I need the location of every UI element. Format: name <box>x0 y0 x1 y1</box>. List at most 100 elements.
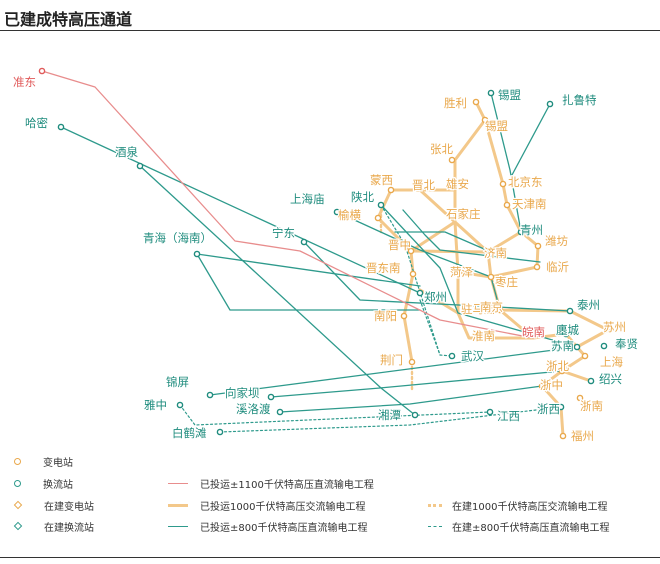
station-14-label: 雄安 <box>446 177 469 191</box>
station-40-label: 武汉 <box>461 349 484 363</box>
transmission-lines <box>41 70 610 438</box>
ac-1000-line-17 <box>418 288 460 315</box>
station-28-label: 驻马店 <box>461 302 496 316</box>
station-9-node <box>481 116 489 124</box>
legend-line-1000-building-label: 在建1000千伏特高压交流输电工程 <box>452 501 608 513</box>
station-43-node <box>206 391 214 399</box>
station-51-node <box>576 394 584 402</box>
dc-800-line-7 <box>270 370 563 398</box>
station-4-label: 宁东 <box>272 226 295 240</box>
station-5-node <box>333 208 341 216</box>
station-44-node <box>267 393 275 401</box>
station-29-label: 南京 <box>480 300 503 314</box>
substation-symbol-icon <box>14 457 21 465</box>
ac-1000-line-6 <box>409 220 457 253</box>
station-37-node <box>600 342 608 350</box>
station-32-label: 淮南 <box>472 329 495 343</box>
legend-line-1000: 已投运1000千伏特高压交流输电工程 <box>168 498 365 513</box>
station-41-node <box>558 367 566 375</box>
ac-1000-line-15 <box>456 311 535 340</box>
dc-800-line-0 <box>60 126 421 294</box>
station-24-node <box>409 270 417 278</box>
line-800-symbol-icon <box>168 525 188 527</box>
station-33-label: 皖南 <box>522 325 545 339</box>
legend-converter-label: 换流站 <box>43 479 73 491</box>
station-52-node <box>216 428 224 436</box>
ac-1000-line-5 <box>453 118 487 162</box>
station-35-label: 苏州 <box>603 320 626 334</box>
dc-800-line-11 <box>380 204 578 348</box>
ac-1000-line-0 <box>389 188 493 279</box>
dc-800-line-9 <box>490 92 522 233</box>
station-22-label: 潍坊 <box>545 234 568 248</box>
station-8-label: 锡盟 <box>498 88 521 102</box>
station-12-label: 蒙西 <box>370 173 393 187</box>
title-divider <box>0 30 660 31</box>
dc-800-line-5 <box>336 211 501 311</box>
station-17-label: 榆横 <box>338 208 361 222</box>
dc-800-line-12 <box>402 209 541 263</box>
station-10-label: 扎鲁特 <box>562 93 597 107</box>
station-18-label: 石家庄 <box>446 207 481 221</box>
station-46-label: 雅中 <box>144 398 167 412</box>
station-53-label: 福州 <box>571 429 594 443</box>
station-15-label: 北京东 <box>508 175 543 189</box>
station-17-node <box>374 214 382 222</box>
station-26-label: 枣庄 <box>495 275 518 289</box>
station-45-label: 浙中 <box>540 378 563 392</box>
legend-line-800-building: 在建±800千伏特高压直流输电工程 <box>428 519 609 534</box>
station-44-label: 向家坝 <box>225 386 260 400</box>
station-1-label: 哈密 <box>25 116 48 130</box>
station-16-label: 天津南 <box>512 197 547 211</box>
legend-converter-building: 在建换流站 <box>13 519 94 534</box>
station-19-label: 青州 <box>520 223 543 237</box>
station-45-node <box>538 382 546 390</box>
legend-substation-building: 在建变电站 <box>13 498 94 513</box>
station-31-node <box>400 312 408 320</box>
building-substation-symbol-icon <box>13 500 23 510</box>
station-7-label: 胜利 <box>444 96 467 110</box>
legend-line-1000-building: 在建1000千伏特高压交流输电工程 <box>428 498 608 513</box>
line-1100-symbol-icon <box>168 482 188 484</box>
station-0-label: 准东 <box>13 75 36 89</box>
station-36-node <box>573 343 581 351</box>
station-9-label: 锡盟 <box>485 119 508 133</box>
station-3-node <box>193 250 201 258</box>
dc-800-building-line-1 <box>219 406 562 433</box>
station-46-node <box>176 401 184 409</box>
station-50-label: 浙西 <box>537 402 560 416</box>
station-37-label: 奉贤 <box>615 337 638 351</box>
station-16-node <box>503 201 511 209</box>
legend-substation-label: 变电站 <box>43 457 73 469</box>
dc-800-line-3 <box>196 253 421 287</box>
station-6-label: 陕北 <box>351 190 374 204</box>
ac-1000-line-14 <box>402 314 414 364</box>
station-25-label: 菏泽 <box>450 265 473 279</box>
station-38-label: 上海 <box>600 355 623 369</box>
station-7-node <box>472 98 480 106</box>
station-41-label: 浙北 <box>546 359 569 373</box>
station-47-label: 溪洛渡 <box>236 402 271 416</box>
station-22-node <box>534 242 542 250</box>
station-20-node <box>407 247 415 255</box>
station-23-label: 临沂 <box>546 260 569 274</box>
station-27-node <box>416 289 424 297</box>
dc-800-building-line-3 <box>419 299 453 357</box>
station-3-label: 青海（海南） <box>143 231 212 245</box>
station-52-label: 白鹤滩 <box>172 426 207 440</box>
station-42-label: 绍兴 <box>599 372 622 386</box>
station-34-label: 廛城 <box>556 323 579 337</box>
station-42-node <box>587 377 595 385</box>
station-51-label: 浙南 <box>580 399 603 413</box>
station-12-node <box>387 186 395 194</box>
legend-line-800: 已投运±800千伏特高压直流输电工程 <box>168 519 367 534</box>
ac-1000-line-1 <box>376 188 415 276</box>
building-converter-symbol-icon <box>13 521 23 531</box>
station-38-node <box>581 352 589 360</box>
station-53-node <box>559 432 567 440</box>
station-43-label: 锦屏 <box>166 375 189 389</box>
station-39-node <box>408 358 416 366</box>
station-13-label: 晋北 <box>412 178 435 192</box>
station-29-node <box>496 306 504 314</box>
